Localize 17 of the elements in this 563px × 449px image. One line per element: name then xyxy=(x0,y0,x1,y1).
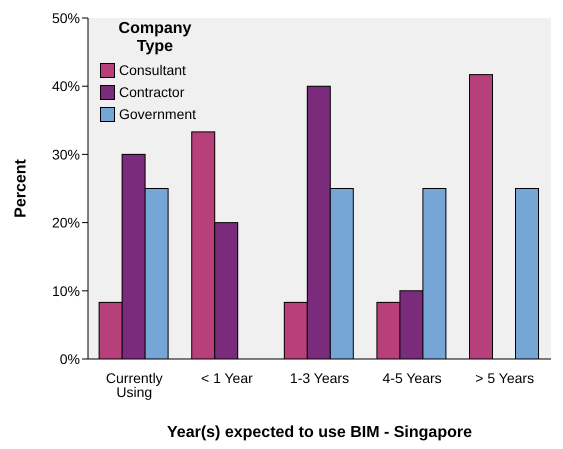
x-tick-label: < 1 Year xyxy=(201,370,254,386)
legend-title: Company Type xyxy=(118,20,192,56)
x-axis-title: Year(s) expected to use BIM - Singapore xyxy=(167,424,472,441)
y-tick-label: 50% xyxy=(52,10,80,26)
legend-label: Contractor xyxy=(118,84,186,100)
y-tick-label: 20% xyxy=(52,214,80,231)
y-tick-label: 40% xyxy=(52,78,80,94)
x-tick-label: Currently Using xyxy=(106,370,163,400)
legend-label: Consultant xyxy=(118,62,187,78)
y-tick-label: 0% xyxy=(60,350,80,367)
x-tick-label: 1-3 Years xyxy=(290,370,350,386)
y-tick-label: 30% xyxy=(52,146,80,162)
legend-label: Government xyxy=(118,106,198,122)
y-tick-label: 10% xyxy=(52,282,80,299)
y-axis-title: Percent xyxy=(12,158,30,218)
x-tick-label: 4-5 Years xyxy=(382,370,442,386)
x-tick-label: > 5 Years xyxy=(475,370,534,386)
